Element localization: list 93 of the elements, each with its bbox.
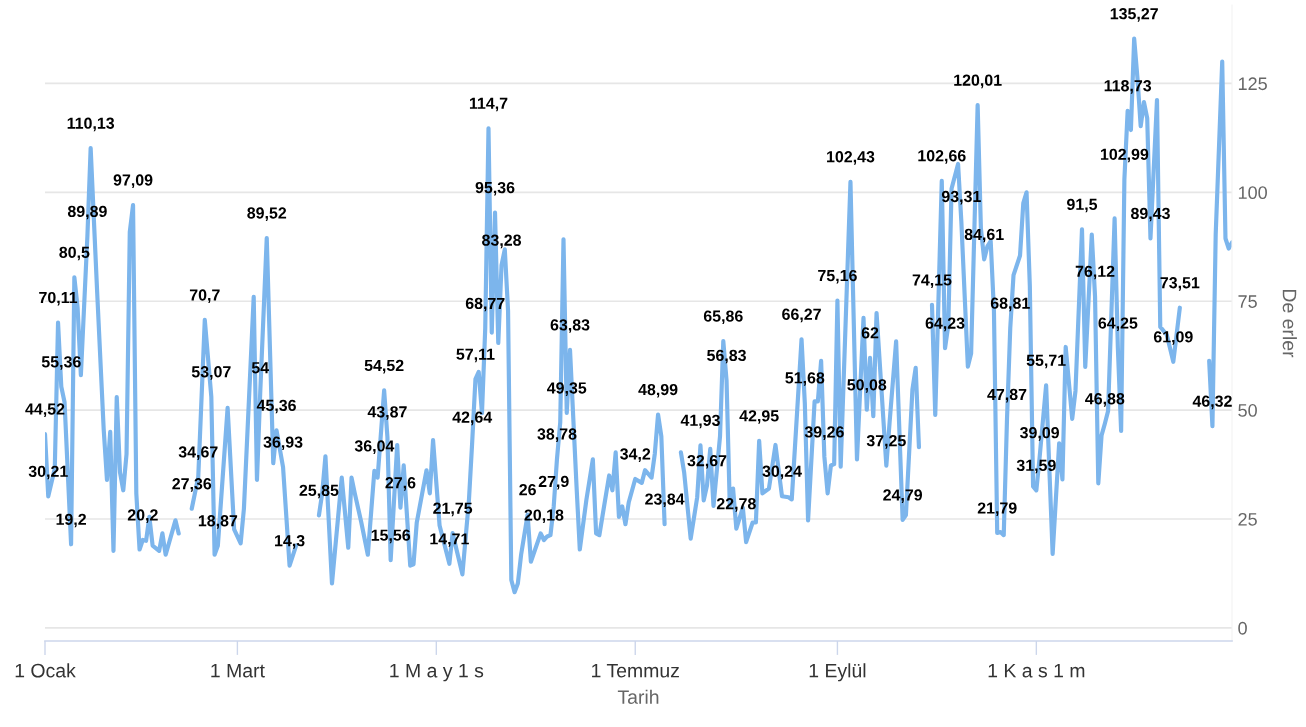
- y-tick-label: 50: [1238, 404, 1257, 417]
- data-label: 47,87: [987, 388, 1027, 403]
- y-axis-title: De erler: [1282, 290, 1297, 358]
- data-label: 118,73: [1104, 80, 1152, 94]
- data-label: 54,52: [364, 359, 404, 374]
- data-label: 65,86: [703, 310, 743, 325]
- data-label: 46,88: [1085, 393, 1125, 407]
- data-label: 14,3: [275, 535, 305, 549]
- data-label: 73,51: [1160, 277, 1200, 291]
- data-label: 19,2: [56, 513, 86, 528]
- x-tick-label: 1 Ocak: [15, 663, 76, 678]
- data-label: 97,09: [113, 174, 153, 188]
- x-tick-label: 1 Temmuz: [592, 663, 679, 678]
- data-label: 45,36: [256, 399, 296, 414]
- data-label: 66,27: [782, 308, 821, 323]
- data-label: 75,16: [818, 269, 857, 284]
- x-tick-label: 1 M a y 1 s: [390, 663, 484, 682]
- data-label: 26: [519, 484, 536, 496]
- x-tick-label: 1 K a s 1 m: [988, 663, 1085, 678]
- data-label: 89,52: [247, 207, 287, 221]
- data-label: 23,84: [645, 493, 685, 508]
- data-label: 30,21: [28, 465, 68, 480]
- data-label: 89,43: [1131, 207, 1170, 222]
- data-label: 68,81: [990, 297, 1030, 312]
- data-label: 51,68: [785, 372, 825, 386]
- data-label: 44,52: [25, 403, 65, 417]
- data-label: 42,64: [452, 411, 493, 426]
- data-label: 110,13: [67, 117, 115, 132]
- y-tick-label: 75: [1238, 295, 1257, 308]
- data-label: 34,2: [620, 448, 651, 462]
- data-label: 91,5: [1067, 198, 1098, 213]
- y-tick-label: 0: [1238, 621, 1247, 635]
- data-label: 20,18: [524, 509, 564, 524]
- data-label: 49,35: [547, 382, 587, 396]
- data-label: 114,7: [469, 97, 508, 112]
- data-label: 32,67: [687, 454, 727, 469]
- x-tick-label: 1 Eylül: [809, 663, 866, 682]
- data-label: 22,78: [716, 498, 756, 512]
- x-axis-title: Tarih: [617, 689, 659, 704]
- data-label: 25,85: [299, 484, 339, 499]
- data-label: 53,07: [191, 366, 231, 380]
- data-label: 46,32: [1192, 395, 1232, 410]
- data-label: 64,23: [925, 317, 965, 332]
- data-label: 89,89: [67, 205, 107, 220]
- data-label: 42,95: [739, 410, 779, 424]
- data-label: 43,87: [367, 406, 407, 420]
- data-label: 70,7: [189, 289, 220, 303]
- data-label: 15,56: [371, 529, 411, 544]
- data-label: 21,79: [977, 502, 1017, 516]
- data-label: 93,31: [941, 190, 981, 205]
- data-label: 20,2: [127, 509, 158, 523]
- data-label: 38,78: [537, 428, 577, 442]
- data-label: 54: [251, 362, 270, 374]
- y-tick-label: 125: [1238, 77, 1267, 91]
- data-label: 39,09: [1019, 427, 1059, 441]
- data-label: 31,59: [1016, 459, 1056, 474]
- data-label: 36,93: [263, 436, 303, 451]
- data-label: 102,99: [1100, 148, 1149, 163]
- data-label: 37,25: [866, 435, 906, 449]
- data-label: 55,71: [1026, 354, 1066, 369]
- data-label: 102,43: [827, 151, 875, 165]
- data-label: 135,27: [1110, 8, 1158, 22]
- data-label: 57,11: [456, 348, 495, 363]
- data-label: 83,28: [482, 234, 522, 249]
- data-label: 27,36: [172, 478, 212, 492]
- x-tick-label: 1 Mart: [211, 663, 265, 678]
- data-label: 27,9: [538, 475, 569, 490]
- data-label: 36,04: [354, 440, 395, 454]
- data-label: 34,67: [178, 446, 218, 460]
- data-label: 41,93: [680, 414, 720, 429]
- data-label: 18,87: [198, 515, 238, 529]
- data-label: 56,83: [707, 349, 746, 364]
- data-label: 39,26: [804, 426, 844, 440]
- data-label: 55,36: [41, 356, 81, 370]
- data-label: 21,75: [433, 502, 473, 517]
- data-label: 102,66: [918, 150, 966, 164]
- y-tick-label: 100: [1238, 186, 1267, 200]
- data-label: 14,71: [430, 533, 469, 547]
- data-label: 80,5: [59, 246, 90, 261]
- data-label: 68,77: [465, 297, 505, 312]
- data-label: 63,83: [550, 319, 590, 333]
- data-label: 76,12: [1075, 265, 1115, 280]
- data-label: 30,24: [762, 465, 802, 480]
- data-label: 74,15: [912, 274, 952, 288]
- data-label: 95,36: [475, 181, 515, 196]
- data-label: 24,79: [883, 489, 923, 503]
- data-label: 70,11: [39, 291, 78, 306]
- data-label: 64,25: [1098, 317, 1138, 332]
- data-label: 61,09: [1153, 331, 1193, 345]
- y-tick-label: 25: [1238, 512, 1257, 526]
- data-label: 84,61: [964, 228, 1004, 243]
- data-label: 120,01: [954, 74, 1002, 89]
- data-label: 48,99: [638, 383, 678, 398]
